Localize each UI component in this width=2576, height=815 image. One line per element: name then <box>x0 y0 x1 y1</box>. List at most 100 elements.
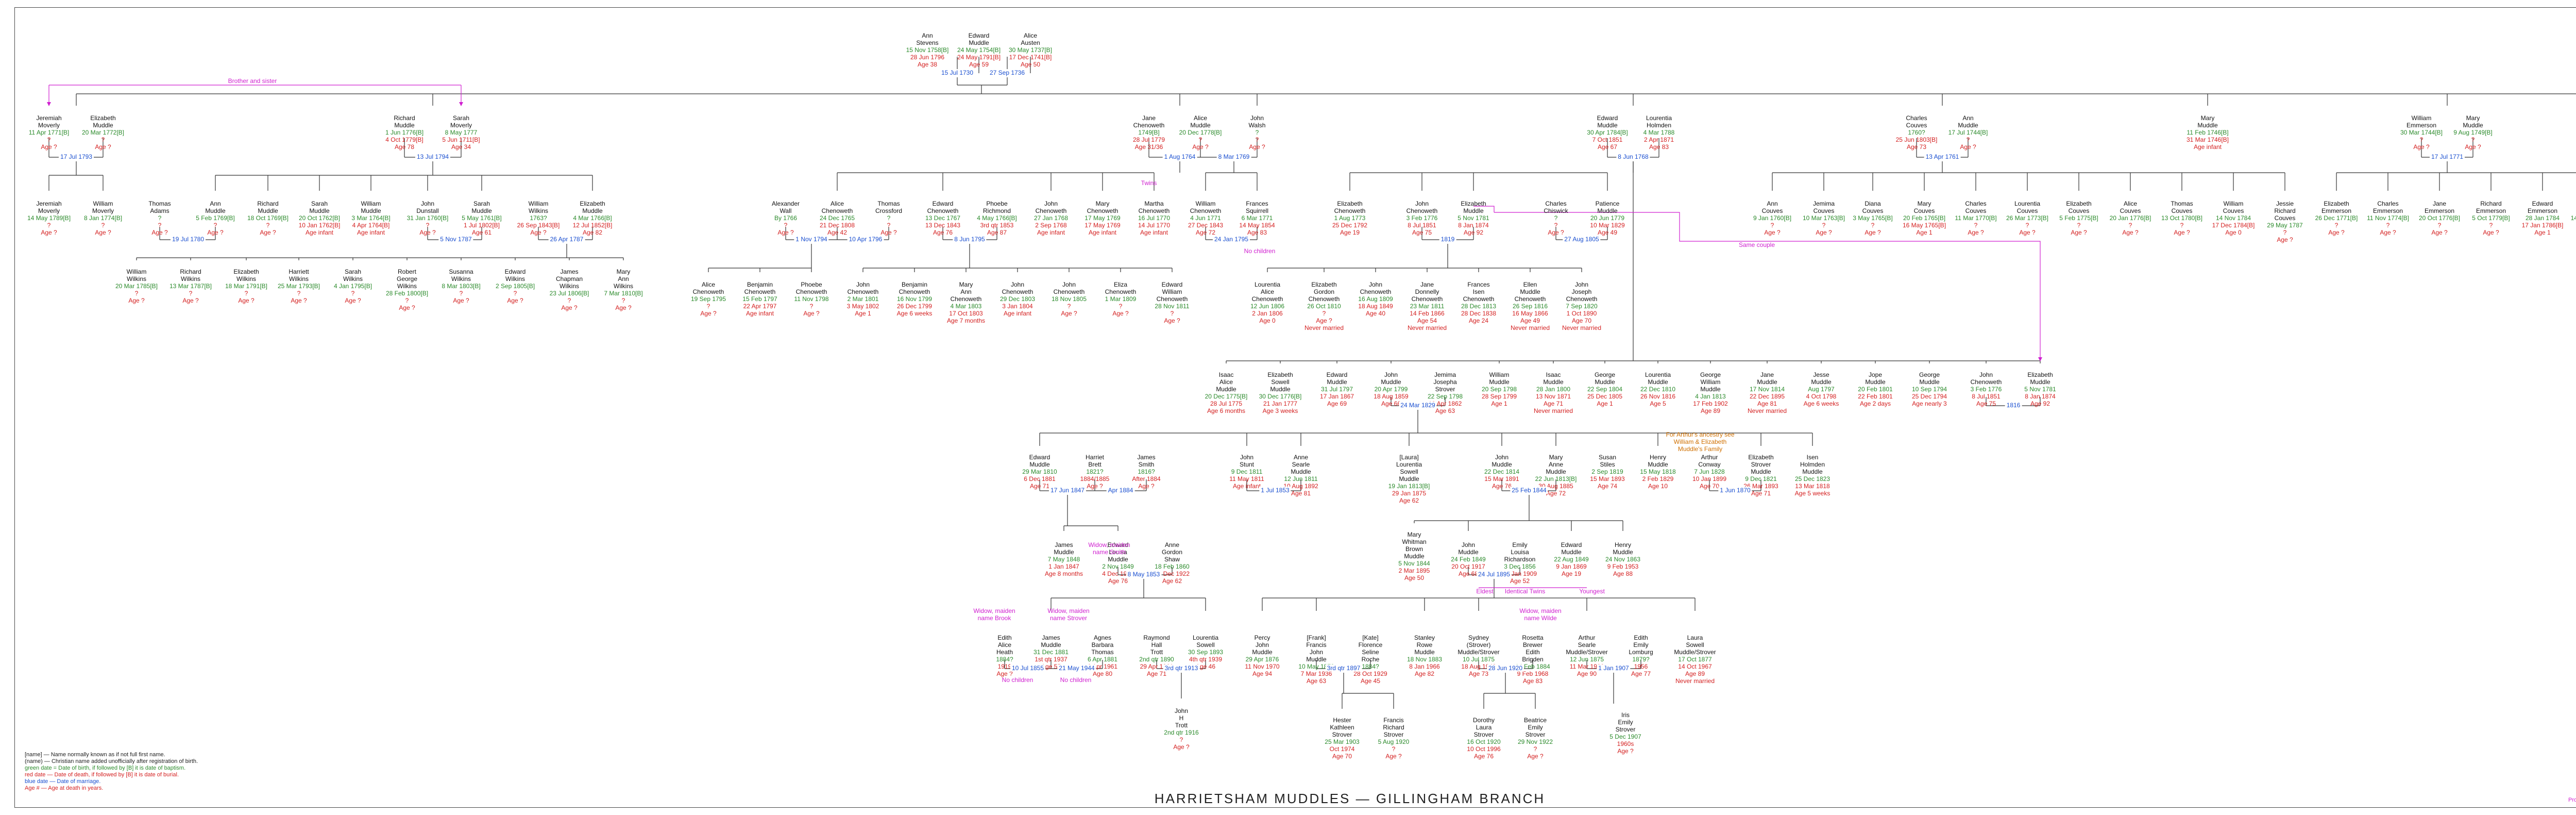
death-date: ? <box>1067 303 1071 310</box>
birth-date: 12 Jun 1811 <box>1284 475 1318 483</box>
birth-date: 2 Sep 1819 <box>1591 468 1623 475</box>
death-date: 17 May 1769 <box>1084 222 1121 229</box>
birth-date: 9 Jan 1760[B] <box>1753 214 1792 222</box>
marriage-date: 1 Jan 1907 <box>1597 664 1631 672</box>
person-entry: William Wilkins 20 Mar 1785[B]? Age ? <box>108 268 165 304</box>
person-name: Rosetta Brewer Edith Brigden <box>1522 634 1544 663</box>
person-name: John Joseph Chenoweth <box>1566 281 1598 303</box>
age-at-death: Age ? <box>151 229 168 236</box>
birth-date: 22 Sep 1798 <box>1427 393 1463 400</box>
person-name: Susan Stiles <box>1598 454 1617 468</box>
age-at-death: Age infant <box>1003 310 1032 317</box>
death-date: 17 Jan 1867 <box>1319 393 1354 400</box>
person-entry: Ann Couves 9 Jan 1760[B]? Age ? <box>1744 200 1801 236</box>
age-at-death: Age ? <box>1087 483 1103 490</box>
person-name: Martha Chenoweth <box>1138 200 1170 214</box>
birth-date: 14 Nov 1784 <box>2215 214 2251 222</box>
person-name: Arthur Conway <box>1698 454 1721 468</box>
age-at-death: Age 71 <box>1029 483 1050 490</box>
marriage-date: Apr 1884 <box>1106 487 1135 494</box>
person-name: Thomas Couves <box>2171 200 2193 214</box>
death-date: 14 Oct 1967 <box>1678 663 1712 670</box>
person-name: Henry Muddle <box>1613 541 1633 556</box>
person-entry: Henry Muddle 15 May 1818 2 Feb 1829 Age 10 <box>1630 454 1686 490</box>
birth-date: 15 May 1818 <box>1640 468 1676 475</box>
marriage-date: 27 Aug 1805 <box>1563 236 1601 243</box>
birth-date: 3 Mar 1764[B] <box>351 214 391 222</box>
birth-date: 15 Nov 1758[B] <box>906 46 949 54</box>
age-at-death: Age ? <box>2431 229 2448 236</box>
age-at-death: Age ? <box>1173 743 1190 751</box>
person-name: John Chenoweth <box>1035 200 1067 214</box>
death-date: ? <box>1255 136 1259 143</box>
person-name: Robert George Wilkins <box>396 268 418 290</box>
person-name: Mary Chenoweth <box>1087 200 1118 214</box>
death-date: 29 Jan 1875 <box>1392 490 1427 497</box>
person-entry: Jane Chenoweth 1749[B] 28 Jul 1779 Age 31/36 <box>1121 114 1177 151</box>
person-name: Edward Muddle <box>1326 371 1348 386</box>
legend-line: blue date — Date of marriage. <box>25 778 101 785</box>
person-entry: John H Trott 2nd qtr 1916? Age ? <box>1153 707 1210 751</box>
person-entry: Alice Austen 30 May 1737[B] 17 Dec 1741[B] A… <box>1002 32 1059 68</box>
birth-date: Aug 1797 <box>1808 386 1835 393</box>
birth-date: 11 Nov 1798 <box>794 295 829 303</box>
death-date: 25 Dec 1792 <box>1332 222 1368 229</box>
person-entry: Charles Couves 1760? 25 Jun 1803[B] Age 73 <box>1888 114 1945 151</box>
person-entry: William Muddle 20 Sep 1798 28 Sep 1799 Age 1 <box>1471 371 1528 407</box>
birth-date: 19 Sep 1795 <box>690 295 726 303</box>
death-date: ? <box>2419 136 2424 143</box>
person-entry: Jessie Richard Couves 29 May 1787? Age ? <box>2257 200 2313 243</box>
person-entry: Alice Chenoweth 24 Dec 1765 21 Dec 1808 Age … <box>809 200 866 236</box>
person-entry: Francis Richard Strover 5 Aug 1920? Age ? <box>1365 717 1422 760</box>
person-name: Mary Muddle <box>2463 114 2483 129</box>
age-at-death: Age 24 <box>1468 317 1489 324</box>
marriage-date: 1 Aug 1764 <box>1162 153 1197 160</box>
person-entry: John Chenoweth 29 Dec 1803 3 Jan 1804 Age in… <box>989 281 1046 317</box>
birth-date: ? <box>158 214 162 222</box>
birth-date: 1763? <box>530 214 547 222</box>
legend-line: (name) — Christian name added unofficial… <box>25 758 198 764</box>
person-entry: Emily Louisa Richardson 3 Dec 1856 20 Jan 19… <box>1492 541 1548 585</box>
death-date: 10 Aug 1892 <box>1283 483 1318 490</box>
person-entry: Lourentia Sowell 30 Sep 1893 4th qtr 1939 Ag… <box>1177 634 1234 670</box>
person-entry: William Chenoweth 4 Jun 1771 27 Dec 1843 Age… <box>1177 200 1234 236</box>
annotation-note: No children <box>1002 676 1033 684</box>
death-date: 17 Jan 1786[B] <box>2521 222 2564 229</box>
age-at-death: Age ? <box>1112 310 1129 317</box>
birth-date: 5 Dec 1907 <box>1609 733 1641 740</box>
death-date: 28 Sep 1799 <box>1481 393 1517 400</box>
annotation-note: Widow, maiden name Brook <box>973 607 1015 622</box>
age-at-death: Age 74 <box>1597 483 1618 490</box>
death-date: 2 Jan 1806 <box>1252 310 1283 317</box>
birth-date: 13 Oct 1780[B] <box>2161 214 2203 222</box>
age-at-death: Age 70 <box>1699 483 1720 490</box>
age-at-death: Age ? <box>95 143 111 151</box>
death-date: 7 Mar 1936 <box>1300 670 1332 677</box>
age-at-death: Age 62 <box>1399 497 1419 504</box>
person-entry: Agnes Barbara Thomas 6 Apr 1881 6 Apr 1961 Ag… <box>1074 634 1131 677</box>
birth-date: 24 Dec 1765 <box>819 214 855 222</box>
person-name: Harriet Brett <box>1085 454 1104 468</box>
age-at-death: Age infant <box>305 229 334 236</box>
death-date: 25 Dec 1805 <box>1587 393 1623 400</box>
age-at-death: Age ? <box>1865 229 1881 236</box>
person-entry: William Couves 14 Nov 1784 17 Dec 1784[B] Ag… <box>2205 200 2262 236</box>
death-date: ? <box>297 290 301 297</box>
age-at-death: Age ? <box>182 297 199 304</box>
person-entry: John Walsh?? Age ? <box>1229 114 1285 151</box>
marriage-date: 13 Jul 1794 <box>415 153 451 160</box>
death-date: 4th qtr 1939 <box>1189 656 1223 663</box>
death-date: ? <box>1871 222 1875 229</box>
death-date: ? <box>1770 222 1774 229</box>
person-entry: [Laura] Lourentia Sowell Muddle 19 Jan 1813[… <box>1381 454 1437 504</box>
death-date: ? <box>2563 222 2576 229</box>
chart-frame <box>14 7 2576 808</box>
age-at-death: Age 75 <box>1412 229 1432 236</box>
birth-date: 22 Jun 1813[B] <box>1535 475 1577 483</box>
death-date: 21 Jan 1777 <box>1263 400 1298 407</box>
death-date: 10 Oct 1996 <box>1467 745 1501 753</box>
death-date: 8 Jul 1851 <box>1972 393 2001 400</box>
birth-date: 3 May 1765[B] <box>1853 214 1893 222</box>
death-date: ? <box>2471 136 2475 143</box>
birth-date: 14 May 1789[B] <box>27 214 71 222</box>
